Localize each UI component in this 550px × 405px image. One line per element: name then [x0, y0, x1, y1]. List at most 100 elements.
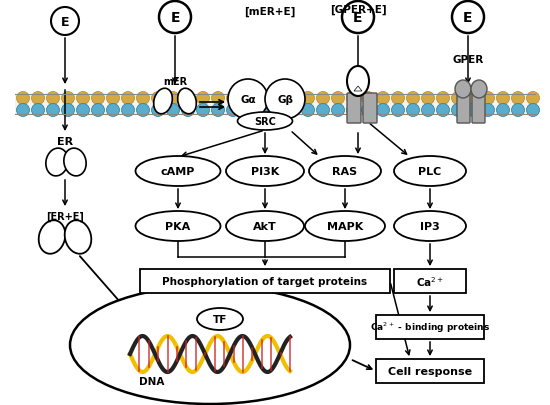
Circle shape: [466, 104, 480, 117]
Circle shape: [361, 92, 375, 105]
Text: [ER+E]: [ER+E]: [46, 211, 84, 222]
Circle shape: [452, 92, 465, 105]
Text: RAS: RAS: [332, 166, 358, 177]
Text: Gβ: Gβ: [277, 95, 293, 105]
Circle shape: [301, 92, 315, 105]
Circle shape: [301, 104, 315, 117]
Bar: [140, 269, 390, 293]
Circle shape: [159, 2, 191, 34]
Circle shape: [122, 92, 135, 105]
Text: E: E: [60, 15, 69, 28]
Circle shape: [227, 92, 239, 105]
Circle shape: [107, 92, 119, 105]
Circle shape: [227, 104, 239, 117]
Circle shape: [212, 92, 224, 105]
Ellipse shape: [64, 149, 86, 177]
Circle shape: [91, 104, 104, 117]
Text: Ca$^{2+}$ - binding proteins: Ca$^{2+}$ - binding proteins: [370, 320, 490, 335]
Circle shape: [392, 92, 404, 105]
Ellipse shape: [178, 89, 196, 115]
Text: Phosphorylation of target proteins: Phosphorylation of target proteins: [162, 276, 367, 286]
Ellipse shape: [39, 221, 65, 254]
Circle shape: [437, 104, 449, 117]
Circle shape: [241, 104, 255, 117]
Bar: [394, 269, 466, 293]
Circle shape: [421, 104, 434, 117]
Text: [GPER+E]: [GPER+E]: [329, 5, 386, 15]
Text: Gα: Gα: [240, 95, 256, 105]
Text: IP3: IP3: [420, 222, 440, 231]
Circle shape: [76, 104, 90, 117]
Circle shape: [167, 92, 179, 105]
Ellipse shape: [305, 211, 385, 241]
Ellipse shape: [238, 113, 293, 131]
Circle shape: [497, 104, 509, 117]
Ellipse shape: [455, 81, 471, 99]
Circle shape: [466, 92, 480, 105]
FancyBboxPatch shape: [363, 94, 377, 124]
Circle shape: [62, 104, 74, 117]
Text: PKA: PKA: [166, 222, 191, 231]
Circle shape: [196, 104, 210, 117]
Circle shape: [151, 92, 164, 105]
Circle shape: [272, 92, 284, 105]
FancyBboxPatch shape: [457, 94, 470, 124]
Circle shape: [91, 92, 104, 105]
Ellipse shape: [135, 211, 221, 241]
Ellipse shape: [394, 211, 466, 241]
Text: E: E: [463, 11, 473, 25]
Circle shape: [452, 104, 465, 117]
Text: AkT: AkT: [253, 222, 277, 231]
Circle shape: [167, 104, 179, 117]
Circle shape: [272, 104, 284, 117]
Circle shape: [526, 92, 540, 105]
Circle shape: [212, 104, 224, 117]
Text: MAPK: MAPK: [327, 222, 363, 231]
Ellipse shape: [347, 67, 369, 97]
Circle shape: [51, 8, 79, 36]
Bar: [376, 359, 484, 383]
Ellipse shape: [65, 221, 91, 254]
Ellipse shape: [135, 157, 221, 187]
Circle shape: [481, 92, 494, 105]
Text: PLC: PLC: [419, 166, 442, 177]
Circle shape: [16, 92, 30, 105]
Circle shape: [392, 104, 404, 117]
Circle shape: [76, 92, 90, 105]
Circle shape: [342, 2, 374, 34]
Circle shape: [526, 104, 540, 117]
Circle shape: [361, 104, 375, 117]
Ellipse shape: [471, 81, 487, 99]
Circle shape: [287, 104, 300, 117]
Circle shape: [136, 104, 150, 117]
Circle shape: [437, 92, 449, 105]
Circle shape: [497, 92, 509, 105]
Circle shape: [122, 104, 135, 117]
Ellipse shape: [197, 308, 243, 330]
Circle shape: [421, 92, 434, 105]
Circle shape: [47, 104, 59, 117]
Circle shape: [182, 104, 195, 117]
Circle shape: [481, 104, 494, 117]
Circle shape: [151, 104, 164, 117]
Circle shape: [316, 104, 329, 117]
Circle shape: [377, 104, 389, 117]
Circle shape: [228, 80, 268, 120]
Circle shape: [265, 80, 305, 120]
Text: [mER+E]: [mER+E]: [244, 7, 296, 17]
Ellipse shape: [226, 157, 304, 187]
Circle shape: [332, 104, 344, 117]
Circle shape: [196, 92, 210, 105]
Ellipse shape: [394, 157, 466, 187]
Circle shape: [47, 92, 59, 105]
Circle shape: [241, 92, 255, 105]
Text: cAMP: cAMP: [161, 166, 195, 177]
Text: mER: mER: [163, 77, 187, 87]
Text: SRC: SRC: [254, 117, 276, 127]
Text: ER: ER: [57, 136, 73, 147]
Text: E: E: [353, 11, 363, 25]
Text: Ca$^{2+}$: Ca$^{2+}$: [416, 275, 444, 288]
Circle shape: [406, 104, 420, 117]
Circle shape: [346, 92, 360, 105]
Text: PI3K: PI3K: [251, 166, 279, 177]
